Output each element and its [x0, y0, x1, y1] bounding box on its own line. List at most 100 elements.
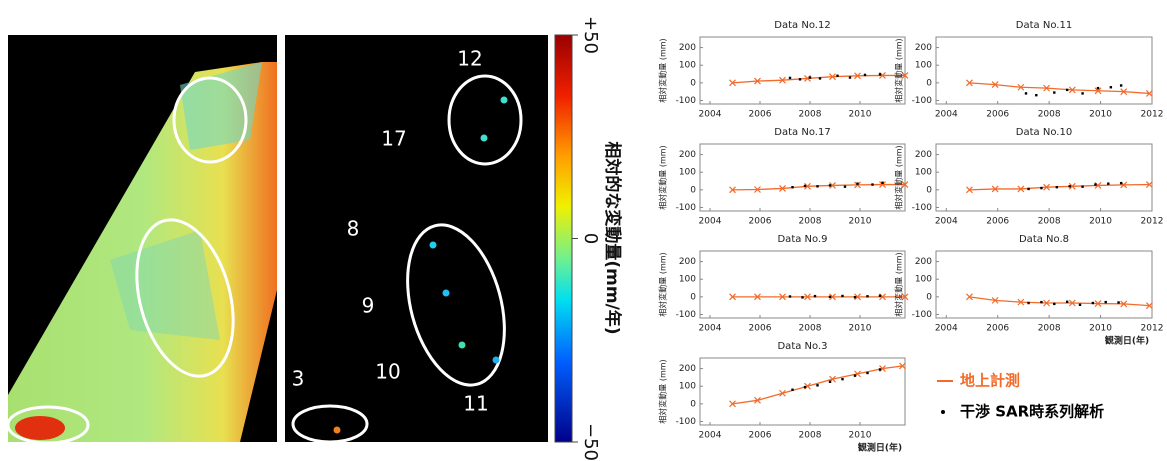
y-tick-label: 200: [679, 43, 696, 53]
x-tick-label: 2006: [749, 217, 772, 227]
x-tick-label: 2010: [849, 110, 872, 120]
ground-marker: [854, 181, 861, 189]
sar-point: [1119, 84, 1123, 87]
x-tick-label: 2006: [749, 110, 772, 120]
sar-point: [803, 385, 807, 389]
sar-point: [856, 182, 859, 185]
legend-label: 干渉 SAR時系列解析: [960, 403, 1104, 421]
y-axis-label: 相対変動量 (mm): [658, 252, 668, 316]
ground-marker: [1094, 87, 1102, 95]
y-tick-label: 0: [690, 399, 696, 409]
map-label: 11: [463, 392, 488, 416]
sar-point: [843, 185, 847, 188]
legend-label: 地上計測: [960, 372, 1020, 390]
ground-marker: [1017, 83, 1025, 91]
ground-marker: [901, 293, 909, 301]
sar-point: [788, 295, 792, 298]
map-label: 3: [292, 367, 305, 391]
x-tick-label: 2008: [799, 431, 822, 441]
x-tick-label: 2010: [849, 431, 872, 441]
ground-marker: [1043, 183, 1050, 191]
sar-point: [1094, 183, 1097, 186]
ground-marker: [779, 76, 786, 84]
x-tick-label: 2010: [1089, 110, 1112, 120]
y-axis-label: 相対変動量 (mm): [658, 38, 668, 102]
y-tick-label: 100: [679, 382, 696, 392]
ground-marker: [991, 185, 999, 193]
x-tick-label: 2008: [1038, 217, 1061, 227]
sar-point: [1035, 93, 1038, 97]
x-tick-label: 2004: [699, 324, 722, 334]
ground-marker: [991, 81, 999, 89]
sar-point: [1040, 186, 1043, 190]
y-tick-label: -100: [912, 310, 933, 320]
x-tick-label: 2006: [749, 431, 772, 441]
sar-point: [1040, 300, 1043, 304]
colorbar-tick-label: −50: [580, 423, 601, 461]
y-tick-label: 0: [690, 78, 696, 88]
sar-point: [853, 374, 857, 377]
sar-point: [881, 181, 884, 184]
sar-point: [1027, 301, 1030, 305]
x-tick-label: 2008: [1038, 324, 1061, 334]
sar-point: [878, 73, 882, 76]
y-tick-label: -100: [676, 203, 697, 213]
chart-title: Data No.8: [1019, 234, 1069, 245]
sar-point: [813, 294, 817, 298]
ground-marker: [804, 182, 811, 190]
ground-marker: [966, 186, 973, 194]
y-tick-label: 0: [690, 292, 696, 302]
sar-point: [836, 74, 839, 77]
sar-point: [828, 380, 832, 384]
ground-marker: [779, 293, 786, 301]
colorbar-label: 相対的な変動量(mm/年): [602, 141, 623, 334]
y-axis-label: 相対変動量 (mm): [894, 38, 904, 102]
y-axis-label: 相対変動量 (mm): [894, 145, 904, 209]
ground-marker: [1120, 300, 1128, 308]
ground-marker: [754, 186, 761, 193]
sar-point: [841, 377, 844, 381]
sar-point: [1117, 301, 1120, 304]
y-tick-label: 200: [915, 150, 932, 160]
sar-point: [878, 368, 882, 371]
ground-marker: [729, 79, 736, 87]
plot-frame: [935, 143, 1153, 212]
y-tick-label: -100: [912, 203, 933, 213]
y-tick-label: 0: [926, 78, 932, 88]
map-left: [6, 35, 277, 445]
map-right: 12 17 8 9 10 3 11: [285, 35, 548, 444]
sar-point: [1096, 86, 1100, 90]
map-label: 12: [457, 47, 482, 71]
ground-marker: [1120, 88, 1128, 96]
sar-point: [848, 76, 852, 79]
ground-line: [732, 365, 903, 405]
colorbar: [554, 34, 573, 443]
plot-frame: [699, 357, 906, 426]
y-tick-label: 200: [679, 150, 696, 160]
y-tick-label: -100: [676, 310, 697, 320]
ground-marker: [829, 293, 836, 301]
x-tick-label: 2008: [799, 217, 822, 227]
sar-point: [866, 371, 869, 375]
sar-point: [1109, 86, 1113, 89]
y-tick-label: 100: [679, 168, 696, 178]
sar-point: [1107, 182, 1110, 185]
sar-point: [1027, 187, 1030, 191]
plot-frame: [699, 143, 906, 212]
map-label: 10: [375, 360, 400, 384]
y-tick-label: 0: [690, 185, 696, 195]
colorbar-tick-label: +50: [580, 16, 601, 54]
sar-point: [1024, 92, 1028, 95]
sar-point: [1104, 300, 1107, 304]
x-tick-label: 2004: [699, 431, 722, 441]
ground-marker: [966, 293, 973, 301]
sar-point: [791, 388, 794, 391]
y-tick-label: 200: [679, 364, 696, 374]
y-tick-label: 100: [679, 275, 696, 285]
x-tick-label: 2010: [1089, 324, 1112, 334]
ground-marker: [1146, 89, 1153, 97]
sar-point: [828, 184, 832, 187]
y-tick-label: -100: [676, 417, 697, 427]
x-tick-label: 2012: [1141, 324, 1164, 334]
